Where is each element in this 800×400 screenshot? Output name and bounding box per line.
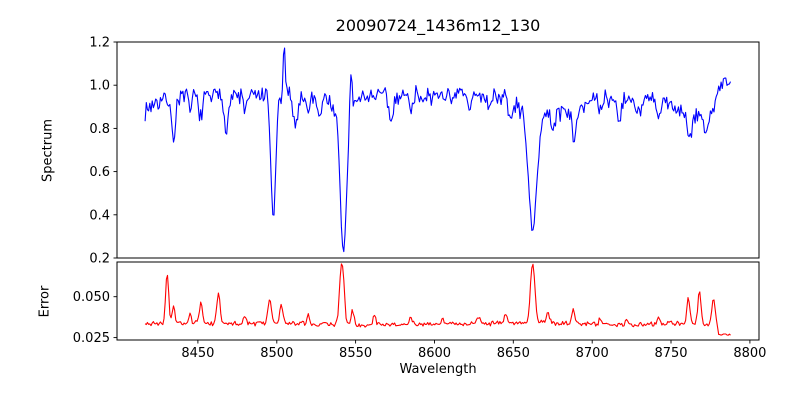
- x-axis-label: Wavelength: [399, 362, 477, 377]
- y-axis-label-error: Error: [37, 285, 53, 318]
- x-tick-label: 8500: [260, 346, 293, 361]
- x-tick-label: 8800: [733, 346, 766, 361]
- x-tick-label: 8450: [181, 346, 214, 361]
- y-tick-label: 0.050: [73, 290, 110, 305]
- error-panel-frame: [116, 261, 760, 341]
- y-tick-label: 0.6: [89, 165, 110, 180]
- y-tick-label: 0.8: [89, 122, 110, 137]
- spectrum-line: [144, 47, 731, 253]
- error-line: [144, 263, 731, 336]
- x-tick-label: 8550: [339, 346, 372, 361]
- spectrum-panel-frame: [116, 41, 760, 259]
- y-axis-label-spectrum: Spectrum: [40, 119, 56, 182]
- y-tick-label: 0.4: [89, 208, 110, 223]
- x-tick-label: 8750: [654, 346, 687, 361]
- x-tick-label: 8700: [576, 346, 609, 361]
- y-tick-label: 0.025: [73, 331, 110, 346]
- x-tick-label: 8600: [418, 346, 451, 361]
- x-tick-label: 8650: [497, 346, 530, 361]
- chart-title: 20090724_1436m12_130: [335, 16, 541, 35]
- y-tick-label: 1.0: [89, 79, 110, 94]
- y-tick-label: 1.2: [89, 36, 110, 51]
- y-tick-label: 0.2: [89, 252, 110, 267]
